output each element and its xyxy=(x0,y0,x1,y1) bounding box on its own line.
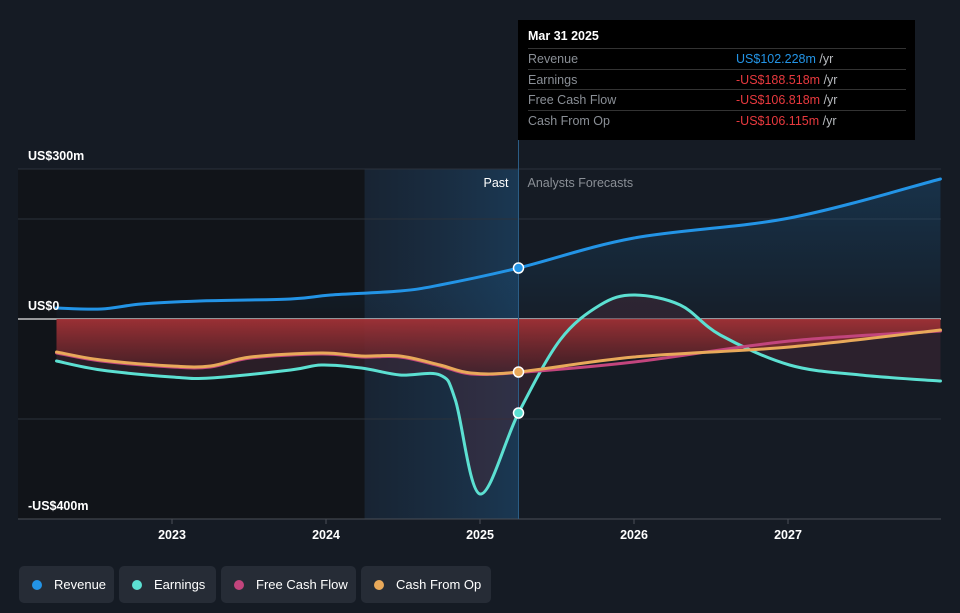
tooltip-label: Free Cash Flow xyxy=(528,93,617,107)
chart: Past Analysts Forecasts US$300m US$0 -US$4… xyxy=(18,140,942,542)
x-tick-label: 2027 xyxy=(774,528,802,542)
cash-from-op-line xyxy=(55,328,942,376)
legend-dot-icon xyxy=(234,579,244,590)
past-label: Past xyxy=(483,176,509,190)
cash-from-op-marker xyxy=(512,366,525,378)
legend-label: Earnings xyxy=(154,577,206,592)
legend-label: Free Cash Flow xyxy=(256,577,348,592)
legend-dot-icon xyxy=(374,579,384,590)
legend-dot-icon xyxy=(132,579,142,590)
legend-dot-icon xyxy=(32,579,42,590)
tooltip-value: -US$188.518m /yr xyxy=(736,72,838,87)
tooltip-value: US$102.228m /yr xyxy=(736,52,834,66)
revenue-line xyxy=(55,177,942,311)
tooltip-row: Revenue US$102.228m /yr xyxy=(528,48,906,69)
tooltip-label: Earnings xyxy=(528,72,578,87)
revenue-marker xyxy=(512,262,525,274)
y-tick-label: US$0 xyxy=(28,299,59,313)
tooltip-label: Revenue xyxy=(528,52,579,66)
legend-item-earnings[interactable]: Earnings xyxy=(119,566,216,603)
tooltip: Mar 31 2025 Revenue US$102.228m /yr Earnin… xyxy=(518,20,915,140)
earnings-marker xyxy=(512,407,525,419)
y-tick-label: US$300m xyxy=(28,149,84,163)
legend-label: Revenue xyxy=(54,577,107,592)
y-tick-label: -US$400m xyxy=(28,499,88,513)
legend-item-cash-from-op[interactable]: Cash From Op xyxy=(361,566,491,603)
tooltip-date: Mar 31 2025 xyxy=(528,29,599,43)
earnings-line xyxy=(55,293,942,496)
tooltip-value: -US$106.115m /yr xyxy=(736,113,837,128)
tooltip-label: Cash From Op xyxy=(528,113,610,128)
tooltip-row: Earnings -US$188.518m /yr xyxy=(528,68,906,90)
tooltip-row: Cash From Op -US$106.115m /yr xyxy=(528,109,906,131)
legend-item-free-cash-flow[interactable]: Free Cash Flow xyxy=(221,566,356,603)
tooltip-value: -US$106.818m /yr xyxy=(736,93,838,107)
cash-from-op-area xyxy=(56,319,941,374)
tooltip-row: Free Cash Flow -US$106.818m /yr xyxy=(528,89,906,110)
legend-item-revenue[interactable]: Revenue xyxy=(19,566,114,603)
x-tick-label: 2024 xyxy=(312,528,340,542)
legend-label: Cash From Op xyxy=(396,577,482,592)
x-tick-label: 2025 xyxy=(466,528,494,542)
x-tick-label: 2023 xyxy=(158,528,186,542)
forecast-label: Analysts Forecasts xyxy=(528,176,634,190)
revenue-area xyxy=(56,179,941,319)
x-tick-label: 2026 xyxy=(620,528,648,542)
